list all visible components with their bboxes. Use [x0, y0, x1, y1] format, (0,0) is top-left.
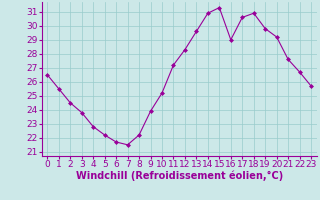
X-axis label: Windchill (Refroidissement éolien,°C): Windchill (Refroidissement éolien,°C)	[76, 171, 283, 181]
